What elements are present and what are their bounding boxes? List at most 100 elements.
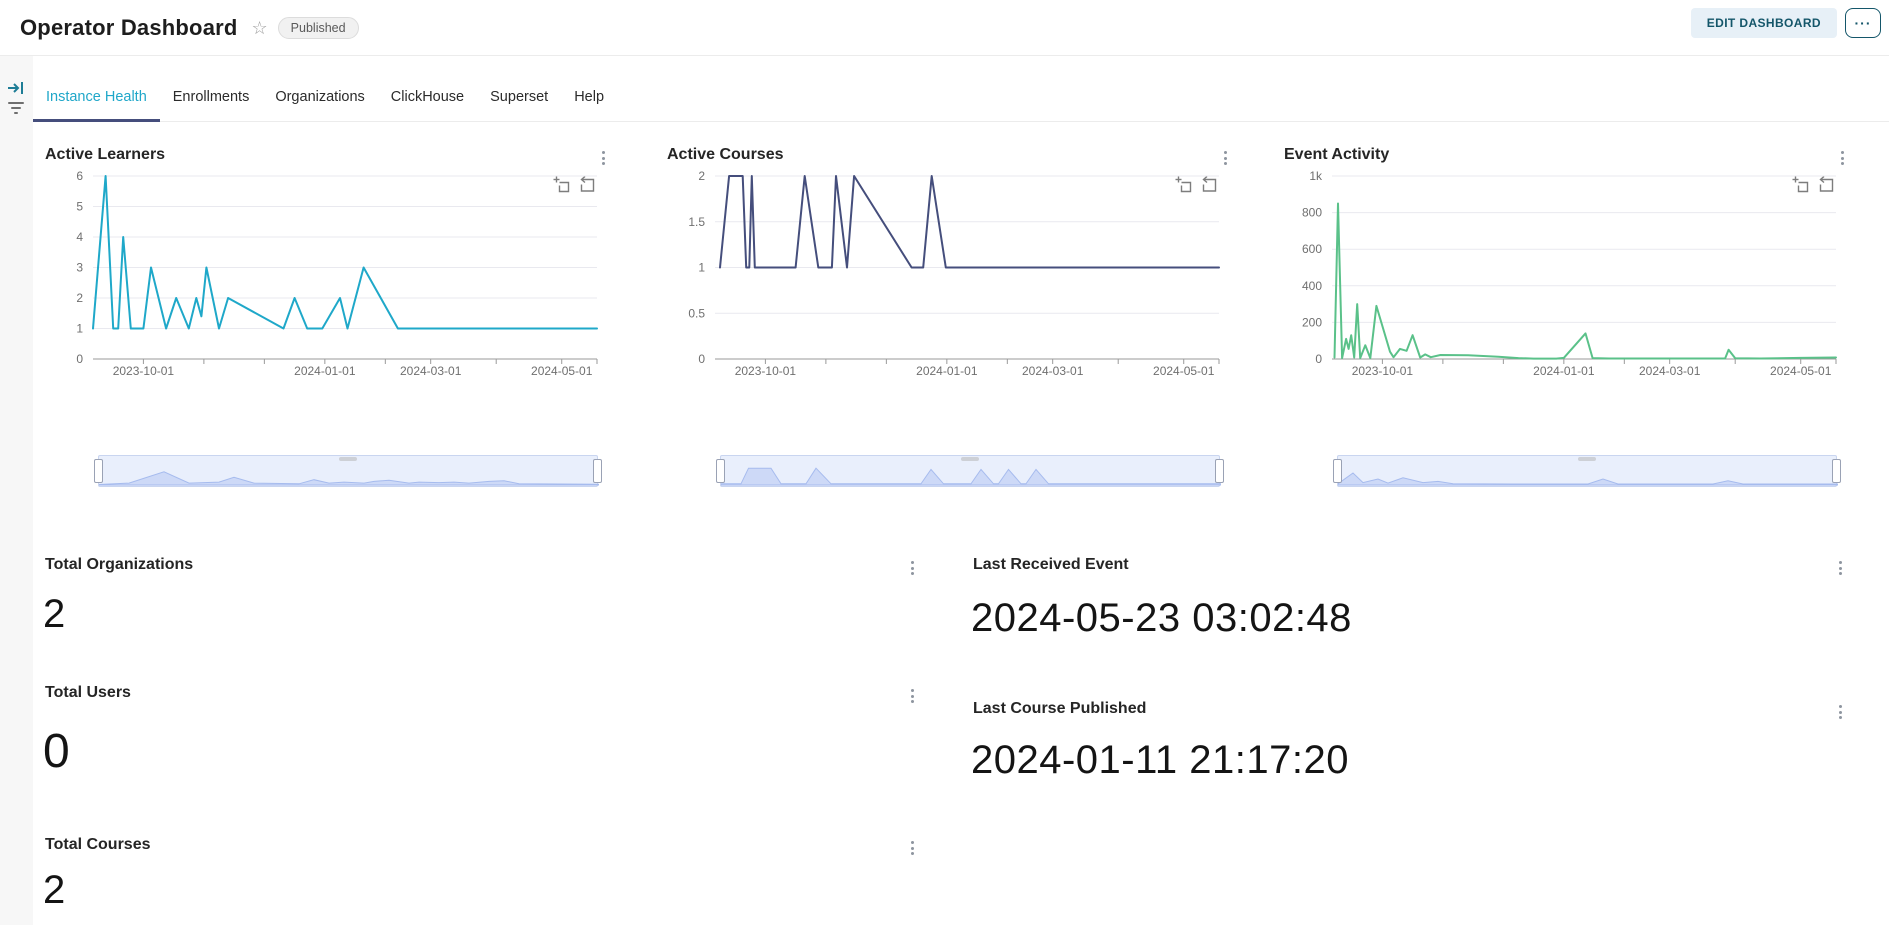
svg-text:2024-05-01: 2024-05-01	[1153, 364, 1215, 378]
line-chart-canvas[interactable]: 2 1.5 1 0.5 0 2023-10-01 2024-01-01 2024-03-01 2…	[659, 156, 1240, 396]
svg-text:200: 200	[1302, 315, 1322, 329]
zoom-select-icon[interactable]	[1792, 176, 1809, 193]
svg-text:2024-03-01: 2024-03-01	[1639, 364, 1701, 378]
svg-text:0: 0	[698, 352, 705, 366]
zoom-select-icon[interactable]	[1175, 176, 1192, 193]
bignumber-value: 2024-01-11 21:17:20	[971, 738, 1349, 782]
bignumber-title: Total Courses	[45, 836, 151, 853]
chart-kebab-menu-icon[interactable]	[1836, 702, 1845, 722]
line-chart-canvas[interactable]: 1k 800 600 400 200 0 2023-10-01 2024-01-01 2024-…	[1276, 156, 1857, 396]
zoom-select-icon[interactable]	[553, 176, 570, 193]
svg-text:2024-01-01: 2024-01-01	[916, 364, 978, 378]
svg-text:6: 6	[76, 169, 83, 183]
svg-text:2024-05-01: 2024-05-01	[531, 364, 593, 378]
zoom-restore-icon[interactable]	[1201, 176, 1218, 193]
svg-text:2024-03-01: 2024-03-01	[400, 364, 462, 378]
bignumber-title: Last Received Event	[973, 556, 1129, 573]
bignumber-value: 2	[43, 868, 66, 912]
scrubber-drag-pill[interactable]	[961, 457, 979, 461]
tab-enrollments[interactable]: Enrollments	[172, 89, 250, 105]
dashboard-header: Operator Dashboard ☆ Published EDIT DASH…	[0, 0, 1889, 56]
svg-text:2024-03-01: 2024-03-01	[1022, 364, 1084, 378]
scrubber-left-handle[interactable]	[94, 459, 103, 483]
line-chart-canvas[interactable]: 6 5 4 3 2 1 0 2023-10-01 2024-01-01 2024-03-01 202…	[37, 156, 618, 396]
bignumber-title: Last Course Published	[973, 700, 1147, 717]
scrubber-minimap	[1338, 472, 1838, 486]
chart-kebab-menu-icon[interactable]	[1836, 558, 1845, 578]
svg-text:2023-10-01: 2023-10-01	[735, 364, 797, 378]
page-title: Operator Dashboard	[20, 14, 238, 40]
chart-title: Active Learners	[45, 146, 166, 163]
chart-title: Active Courses	[667, 146, 784, 163]
bignumber-total-organizations: Total Organizations 2	[37, 556, 929, 676]
chart-card-active-courses: Active Courses 2 1.5 1 0.5 0 2023-10-01 2024-0…	[659, 138, 1240, 500]
svg-text:0: 0	[76, 352, 83, 366]
svg-text:2024-05-01: 2024-05-01	[1770, 364, 1832, 378]
bignumber-total-courses: Total Courses 2	[37, 836, 929, 925]
dashboard-tabs: Instance Health Enrollments Organization…	[33, 56, 1889, 122]
filter-bar-collapsed	[0, 56, 33, 925]
svg-text:800: 800	[1302, 206, 1322, 220]
scrubber-drag-pill[interactable]	[1578, 457, 1596, 461]
bignumber-total-users: Total Users 0	[37, 684, 929, 824]
chart-kebab-menu-icon[interactable]	[1221, 148, 1230, 168]
chart-kebab-menu-icon[interactable]	[908, 686, 917, 706]
bignumber-value: 2	[43, 592, 66, 636]
svg-text:1: 1	[76, 322, 83, 336]
tab-help[interactable]: Help	[574, 89, 605, 105]
tab-organizations[interactable]: Organizations	[275, 89, 365, 105]
scrubber-left-handle[interactable]	[716, 459, 725, 483]
scrubber-minimap	[721, 467, 1221, 486]
scrubber-minimap	[99, 471, 599, 486]
chart-kebab-menu-icon[interactable]	[908, 838, 917, 858]
expand-filter-bar-icon[interactable]	[6, 78, 26, 98]
svg-text:3: 3	[76, 261, 83, 275]
bignumber-last-course-published: Last Course Published 2024-01-11 21:17:2…	[965, 700, 1857, 830]
bignumber-title: Total Organizations	[45, 556, 194, 573]
tab-clickhouse[interactable]: ClickHouse	[390, 89, 465, 105]
favorite-star-icon[interactable]: ☆	[251, 17, 268, 38]
svg-text:2023-10-01: 2023-10-01	[113, 364, 175, 378]
svg-text:2: 2	[698, 169, 705, 183]
chart-kebab-menu-icon[interactable]	[908, 558, 917, 578]
scrubber-drag-pill[interactable]	[339, 457, 357, 461]
tab-superset[interactable]: Superset	[490, 89, 549, 105]
bignumber-value: 0	[43, 725, 71, 778]
chart-title: Event Activity	[1284, 146, 1390, 163]
scrubber-left-handle[interactable]	[1333, 459, 1342, 483]
chart-card-active-learners: Active Learners 6 5 4 3 2 1 0 2023-10-01 2024-01…	[37, 138, 618, 500]
svg-text:600: 600	[1302, 242, 1322, 256]
chart-kebab-menu-icon[interactable]	[1838, 148, 1847, 168]
bignumber-title: Total Users	[45, 684, 131, 701]
bignumber-value: 2024-05-23 03:02:48	[971, 596, 1352, 640]
svg-text:4: 4	[76, 230, 83, 244]
zoom-restore-icon[interactable]	[579, 176, 596, 193]
scrubber-right-handle[interactable]	[593, 459, 602, 483]
scrubber-right-handle[interactable]	[1215, 459, 1224, 483]
svg-text:2024-01-01: 2024-01-01	[1533, 364, 1595, 378]
chart-card-event-activity: Event Activity 1k 800 600 400 200 0 2023-10-01…	[1276, 138, 1857, 500]
svg-text:2: 2	[76, 291, 83, 305]
chart-kebab-menu-icon[interactable]	[599, 148, 608, 168]
svg-text:1: 1	[698, 261, 705, 275]
time-range-scrubber[interactable]	[1333, 455, 1841, 487]
svg-text:5: 5	[76, 200, 83, 214]
chart-toolbox	[553, 176, 596, 193]
header-actions: EDIT DASHBOARD ···	[1690, 8, 1881, 38]
bignumber-last-received-event: Last Received Event 2024-05-23 03:02:48	[965, 556, 1857, 686]
svg-text:2023-10-01: 2023-10-01	[1352, 364, 1414, 378]
more-options-button[interactable]: ···	[1845, 8, 1881, 38]
edit-dashboard-button[interactable]: EDIT DASHBOARD	[1690, 8, 1837, 38]
time-range-scrubber[interactable]	[716, 455, 1224, 487]
zoom-restore-icon[interactable]	[1818, 176, 1835, 193]
time-range-scrubber[interactable]	[94, 455, 602, 487]
svg-text:1.5: 1.5	[688, 215, 705, 229]
scrubber-right-handle[interactable]	[1832, 459, 1841, 483]
svg-text:1k: 1k	[1309, 169, 1323, 183]
svg-text:0.5: 0.5	[688, 306, 705, 320]
filter-icon[interactable]	[6, 98, 26, 118]
chart-toolbox	[1175, 176, 1218, 193]
status-badge: Published	[277, 16, 359, 39]
tab-instance-health[interactable]: Instance Health	[33, 89, 160, 122]
